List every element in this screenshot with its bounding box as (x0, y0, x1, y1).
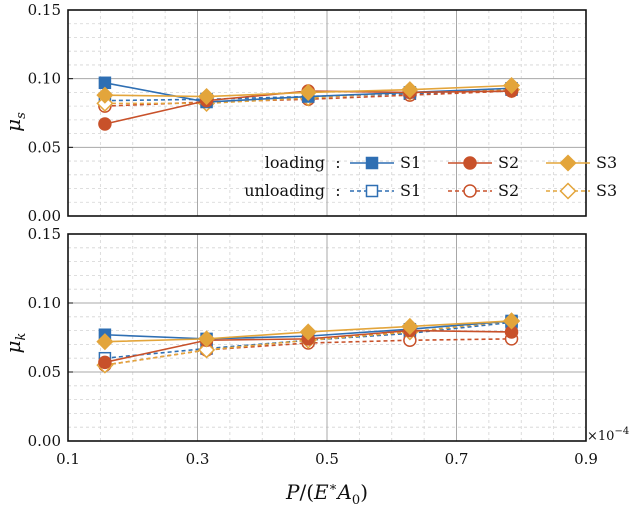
y-tick-label: 0.00 (28, 432, 61, 450)
legend-marker (559, 154, 577, 172)
plot-frame (67, 233, 587, 442)
data-point (401, 317, 419, 336)
legend-separator: : (335, 153, 340, 172)
y-tick-label: 0.15 (28, 1, 61, 19)
x-multiplier-label: ×10−4 (587, 426, 629, 444)
data-point (96, 333, 114, 351)
x-tick-label: 0.1 (56, 450, 80, 468)
legend-marker (365, 184, 379, 198)
x-tick-label: 0.7 (445, 450, 469, 468)
y-tick-label: 0.05 (28, 138, 61, 156)
data-point (502, 76, 521, 95)
x-axis-label: P/(E∗A0) (285, 480, 368, 505)
plot-frame (67, 9, 587, 217)
legend-row-label: loading (265, 153, 325, 172)
data-point (198, 330, 216, 348)
legend-marker (463, 184, 477, 198)
legend-series-label: S2 (498, 153, 519, 172)
data-point (401, 81, 419, 99)
legend-marker (365, 156, 379, 170)
series-s3-loading (96, 312, 521, 351)
legend-row-label: unloading (244, 181, 325, 200)
y-tick-label: 0.10 (28, 294, 61, 312)
y-tick-label: 0.05 (28, 363, 61, 381)
data-point (502, 312, 521, 330)
x-tick-label: 0.3 (186, 450, 210, 468)
panel-mu-s: 0.00 0.05 0.10 0.15 (28, 1, 587, 225)
y-tick-label: 0.00 (28, 207, 61, 225)
legend-series-label: S1 (400, 153, 421, 172)
legend: loading: S1 S2 S3 unloading: S1 S2 S3 (244, 153, 617, 200)
legend-separator: : (335, 181, 340, 200)
series-s3-loading (96, 76, 521, 106)
legend-series-label: S2 (498, 181, 519, 200)
major-grid (68, 234, 586, 441)
y-tick-label: 0.15 (28, 225, 61, 243)
panel-mu-k: 0.00 0.05 0.10 0.15 0.1 0.3 0.5 0.7 0.9 (28, 225, 598, 468)
data-point (98, 355, 112, 370)
legend-series-label: S3 (596, 153, 617, 172)
data-point (98, 117, 112, 131)
x-tick-label: 0.9 (574, 450, 598, 468)
legend-marker (559, 182, 577, 200)
legend-marker (463, 156, 477, 170)
data-point (299, 83, 317, 101)
data-point (96, 86, 114, 104)
legend-series-label: S1 (400, 181, 421, 200)
major-grid (68, 10, 586, 216)
y-tick-label: 0.10 (28, 70, 61, 88)
data-point (198, 341, 216, 359)
x-tick-label: 0.5 (315, 450, 339, 468)
y-axis-label-mu-k: μk (1, 332, 29, 353)
data-point (299, 323, 317, 341)
legend-series-label: S3 (596, 181, 617, 200)
y-axis-label-mu-s: μs (1, 112, 29, 132)
data-point (198, 87, 216, 106)
